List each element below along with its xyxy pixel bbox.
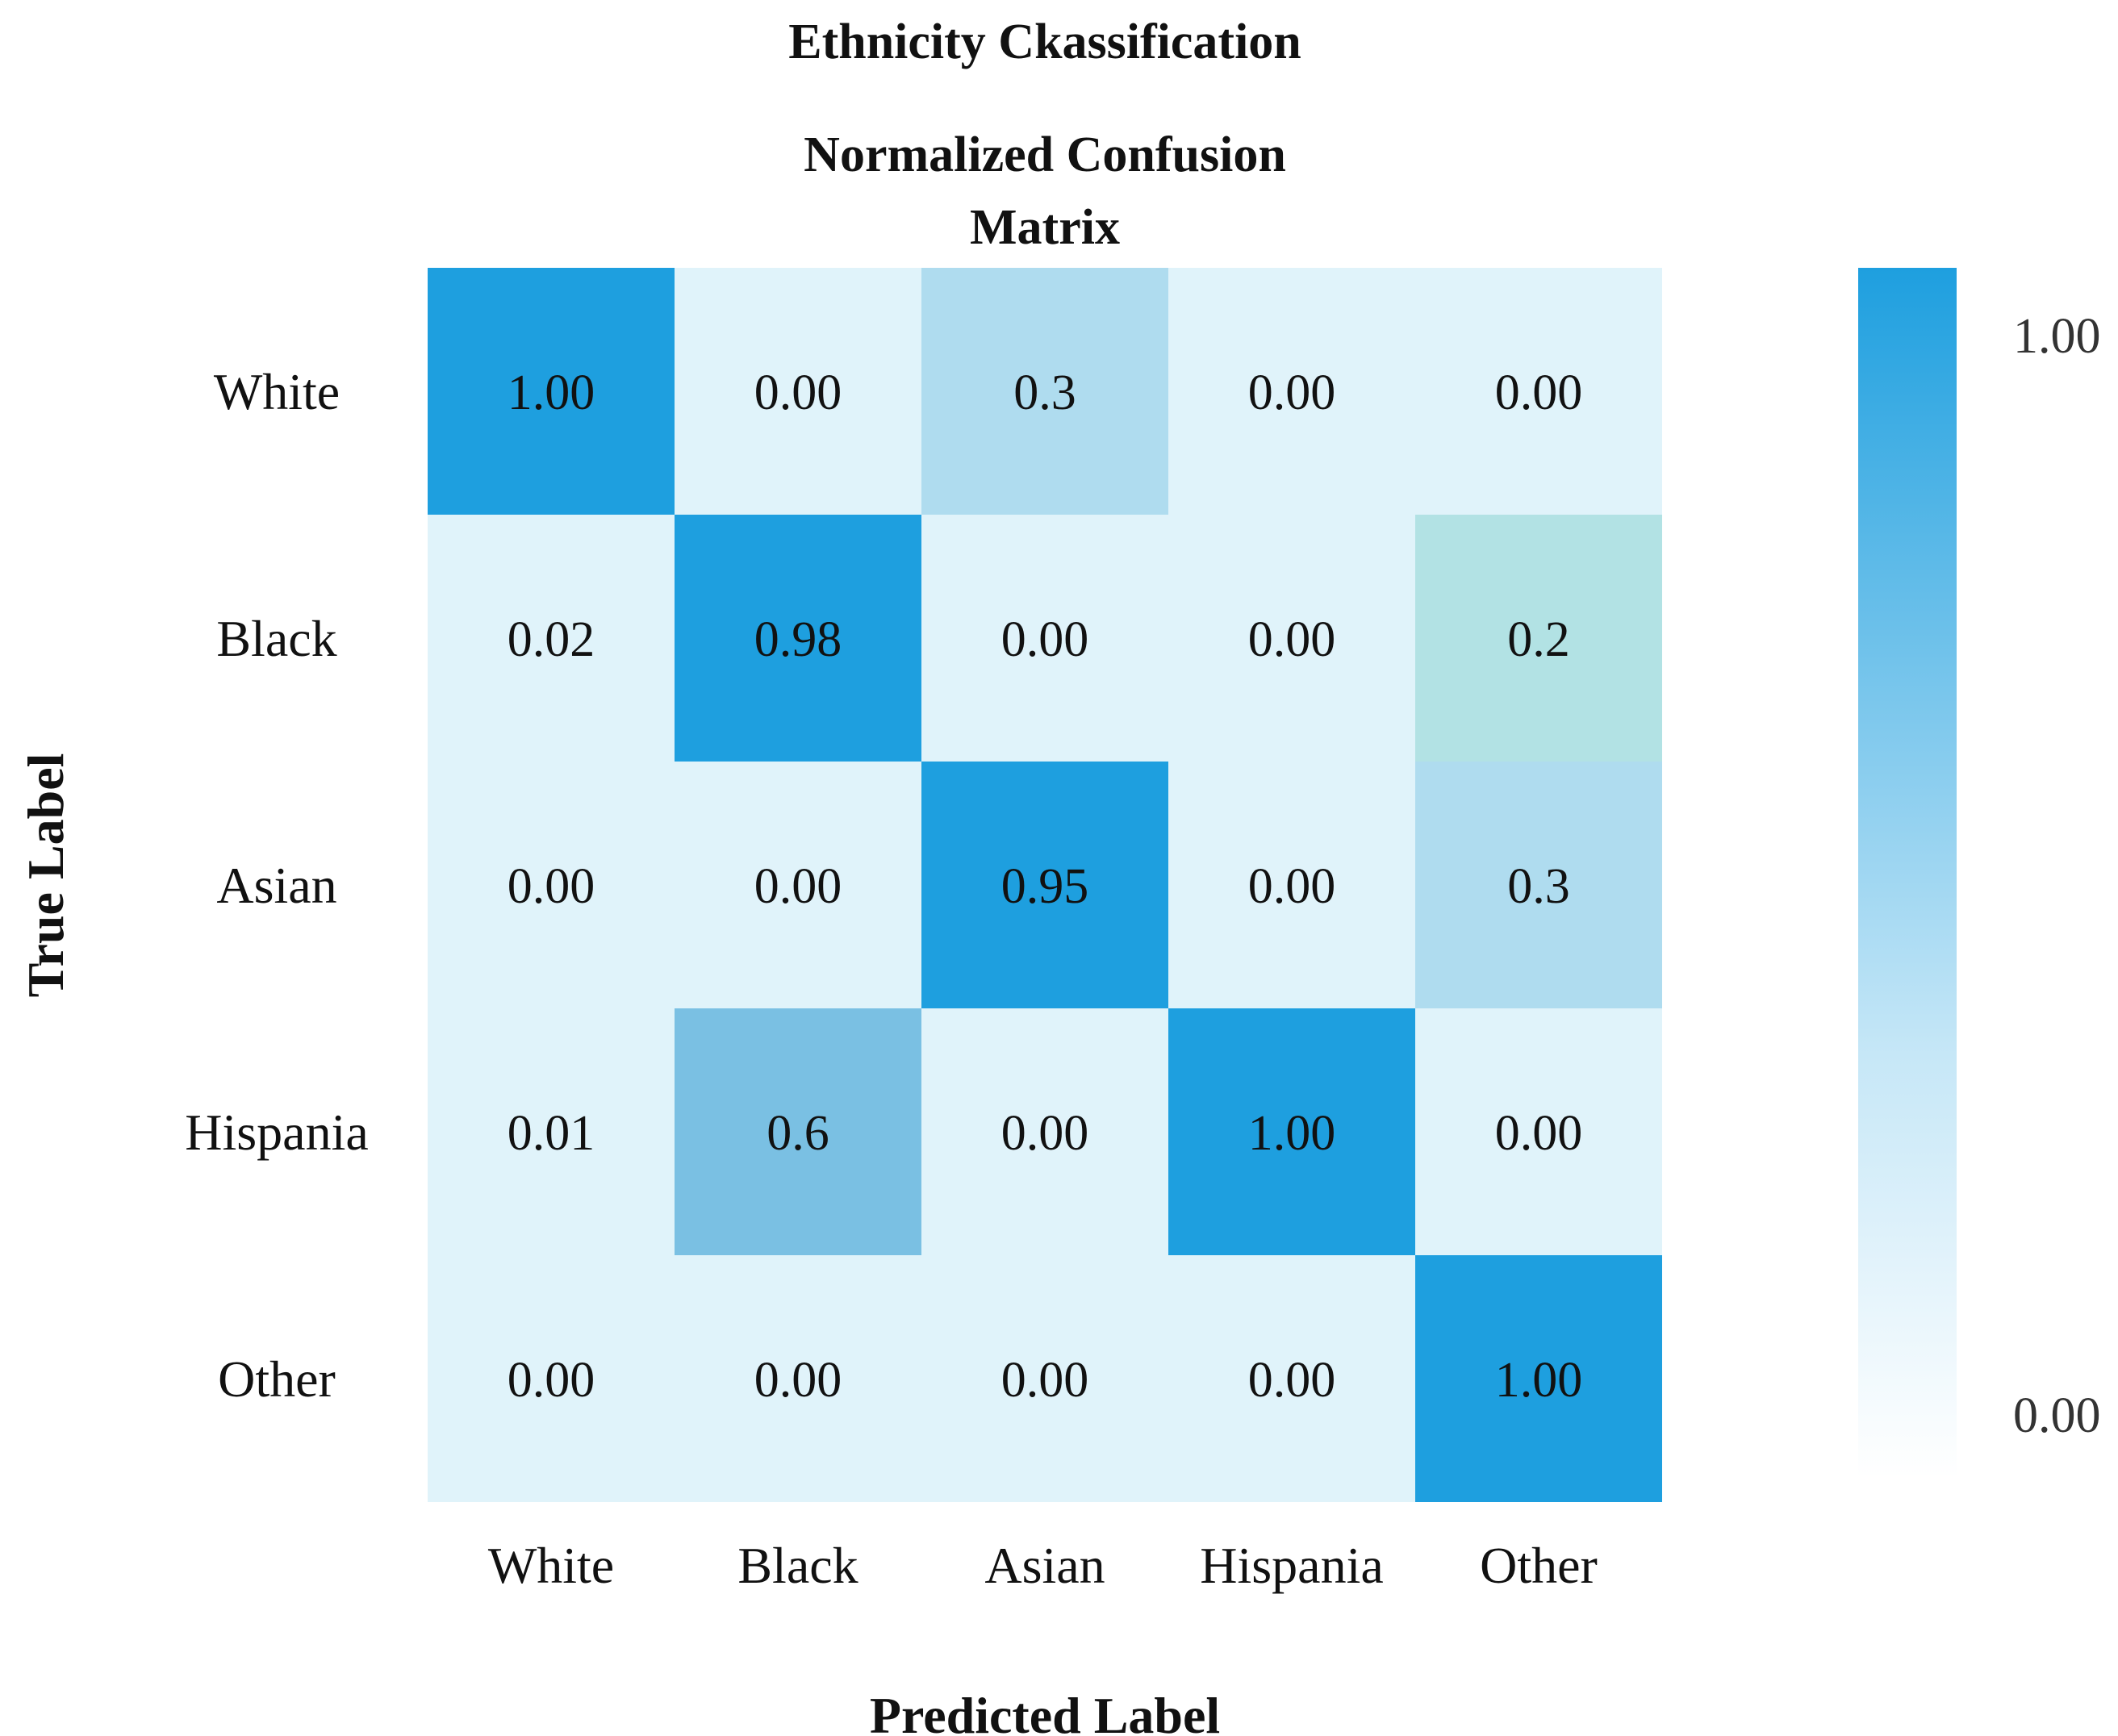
x-tick-label-asian: Asian [984,1537,1105,1594]
heatmap-cell-r4-c4 [1415,1255,1662,1502]
heatmap-cell-r4-c2 [921,1255,1168,1502]
heatmap-cell-r4-c1 [675,1255,921,1502]
cell-value-label: 0.00 [508,859,595,914]
cell-value-label: 1.00 [508,365,595,420]
y-tick-label-hispania: Hispania [185,1104,369,1161]
cell-value-label: 0.00 [1001,612,1089,667]
heatmap-cell-labels: 1.00 0.00 0.3 0.00 0.00 0.02 0.98 0.00 0.00 0.2 0.… [508,365,1583,1408]
cell-value-label: 0.01 [508,1106,595,1161]
cell-value-label: 0.00 [1248,612,1336,667]
heatmap-cell-r1-c3 [1168,515,1415,762]
cell-value-label: 0.00 [1248,859,1336,914]
heatmap-cell-r2-c3 [1168,762,1415,1008]
heatmap-cell-r2-c4 [1415,762,1662,1008]
cell-value-label: 1.00 [1495,1353,1583,1408]
cell-value-label: 0.00 [754,365,842,420]
cell-value-label: 0.95 [1001,859,1089,914]
heatmap-cell-r2-c1 [675,762,921,1008]
heatmap-cell-r1-c2 [921,515,1168,762]
cell-value-label: 0.00 [1248,1353,1336,1408]
heatmap-cell-r3-c1 [675,1008,921,1255]
cell-value-label: 0.3 [1507,859,1570,914]
heatmap-cell-r1-c4 [1415,515,1662,762]
y-axis-tick-labels: White Black Asian Hispania Other [185,363,369,1408]
y-axis-label: True Label [17,753,74,998]
y-tick-label-asian: Asian [216,857,336,914]
cell-value-label: 0.98 [754,612,842,667]
cell-value-label: 0.00 [1495,1106,1583,1161]
cell-value-label: 0.2 [1507,612,1570,667]
cell-value-label: 0.00 [1001,1106,1089,1161]
heatmap-cell-r0-c1 [675,268,921,515]
cell-value-label: 0.00 [1248,365,1336,420]
heatmap-cell-r0-c2 [921,268,1168,515]
cell-value-label: 0.6 [767,1106,829,1161]
x-tick-label-other: Other [1480,1537,1598,1594]
x-tick-label-black: Black [737,1537,858,1594]
heatmap-cell-r0-c3 [1168,268,1415,515]
colorbar-min-label: 0.00 [2013,1388,2101,1443]
cell-value-label: 0.02 [508,612,595,667]
colorbar-max-label: 1.00 [2013,309,2101,364]
x-axis-tick-labels: White Black Asian Hispania Other [488,1537,1598,1594]
heatmap-cell-r3-c2 [921,1008,1168,1255]
heatmap-cell-r2-c2 [921,762,1168,1008]
chart-title-line-1: Normalized Confusion [804,127,1286,182]
heatmap-cell-r3-c0 [428,1008,675,1255]
cell-value-label: 0.00 [1495,365,1583,420]
chart-title-line-2: Matrix [970,200,1120,255]
colorbar [1858,268,1957,1478]
cell-value-label: 0.00 [508,1353,595,1408]
heatmap-cell-r2-c0 [428,762,675,1008]
heatmap-cell-r0-c0 [428,268,675,515]
heatmap-cells [428,268,1662,1502]
cell-value-label: 0.3 [1013,365,1076,420]
chart-suptitle: Ethnicity Ckassification [788,15,1301,69]
x-tick-label-white: White [488,1537,614,1594]
heatmap-cell-r4-c3 [1168,1255,1415,1502]
heatmap-cell-r0-c4 [1415,268,1662,515]
cell-value-label: 0.00 [754,1353,842,1408]
x-tick-label-hispania: Hispania [1200,1537,1384,1594]
cell-value-label: 1.00 [1248,1106,1336,1161]
cell-value-label: 0.00 [754,859,842,914]
y-tick-label-other: Other [218,1350,336,1408]
x-axis-label: Predicted Label [870,1687,1220,1736]
heatmap-cell-r4-c0 [428,1255,675,1502]
heatmap-cell-r1-c0 [428,515,675,762]
y-tick-label-white: White [214,363,340,420]
heatmap-cell-r3-c4 [1415,1008,1662,1255]
heatmap-cell-r1-c1 [675,515,921,762]
heatmap-cell-r3-c3 [1168,1008,1415,1255]
cell-value-label: 0.00 [1001,1353,1089,1408]
y-tick-label-black: Black [216,610,336,667]
